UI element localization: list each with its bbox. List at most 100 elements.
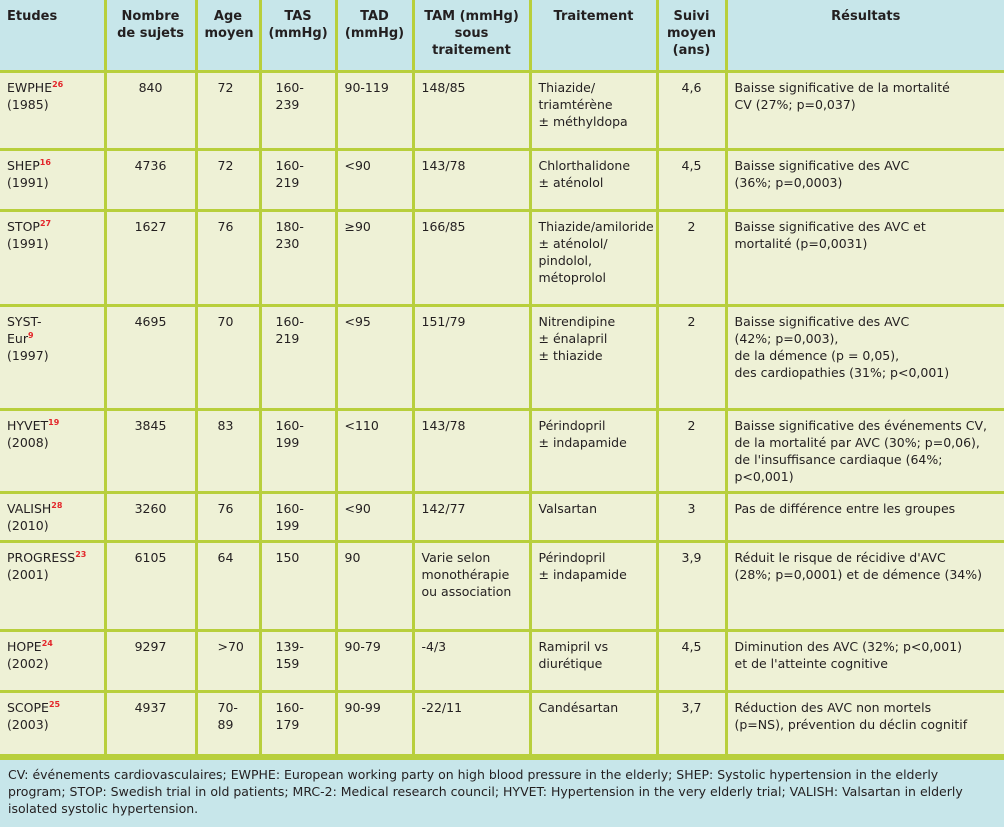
table-row: PROGRESS23 (2001) 6105 64 150 90 Varie selon …	[0, 540, 1004, 632]
table-cell: -4/3	[411, 629, 532, 693]
column-header: Etudes	[0, 0, 107, 73]
column-header: TAS (mmHg)	[258, 0, 338, 73]
table-cell: <95	[334, 304, 415, 411]
table-cell: Ramipril vs diurétique	[528, 629, 659, 693]
table-row: HYVET19 (2008) 3845 83 160-199 <110 143/78 Pér…	[0, 408, 1004, 494]
table-cell: 166/85	[411, 209, 532, 307]
table-cell: 90	[334, 540, 415, 632]
study-name: HYVET	[7, 418, 49, 433]
table-cell: 1627	[103, 209, 198, 307]
study-name: STOP	[7, 219, 40, 234]
study-year: (2008)	[7, 435, 49, 450]
footnote: CV: événements cardiovasculaires; EWPHE:…	[0, 757, 1004, 827]
table-cell: 90-79	[334, 629, 415, 693]
table-cell: 143/78	[411, 148, 532, 212]
table-cell: 160-219	[258, 304, 338, 411]
reference-number: 9	[27, 331, 34, 340]
study-year: (1997)	[7, 348, 49, 363]
column-header: Traitement	[528, 0, 659, 73]
table-cell: 6105	[103, 540, 198, 632]
table-cell: Baisse significative des AVC (36%; p=0,0…	[724, 148, 1004, 212]
column-header: TAD (mmHg)	[334, 0, 415, 73]
table-cell: >70	[194, 629, 262, 693]
table-cell: Valsartan	[528, 491, 659, 543]
table-cell: Périndopril ± indapamide	[528, 540, 659, 632]
table-cell: 4736	[103, 148, 198, 212]
study-cell: SCOPE25 (2003)	[0, 690, 107, 757]
reference-number: 28	[51, 501, 63, 510]
table-cell: Thiazide/ triamtérène ± méthyldopa	[528, 70, 659, 151]
table-cell: 90-119	[334, 70, 415, 151]
study-name: HOPE	[7, 639, 42, 654]
table-cell: Réduit le risque de récidive d'AVC (28%;…	[724, 540, 1004, 632]
table-cell: 150	[258, 540, 338, 632]
table-cell: Diminution des AVC (32%; p<0,001) et de …	[724, 629, 1004, 693]
study-name: SCOPE	[7, 700, 49, 715]
column-header: Age moyen	[194, 0, 262, 73]
table-cell: 4937	[103, 690, 198, 757]
study-year: (1985)	[7, 97, 49, 112]
table-cell: Réduction des AVC non mortels (p=NS), pr…	[724, 690, 1004, 757]
table-row: SHEP16 (1991) 4736 72 160-219 <90 143/78 Chlor…	[0, 148, 1004, 212]
table-cell: 180-230	[258, 209, 338, 307]
table-cell: 76	[194, 209, 262, 307]
table-cell: Pas de différence entre les groupes	[724, 491, 1004, 543]
study-name: SYST- Eur	[7, 314, 42, 346]
table-cell: 9297	[103, 629, 198, 693]
study-cell: HOPE24 (2002)	[0, 629, 107, 693]
table-cell: 70-89	[194, 690, 262, 757]
study-year: (1991)	[7, 236, 49, 251]
table-cell: 142/77	[411, 491, 532, 543]
table-cell: 2	[655, 209, 728, 307]
table-cell: Baisse significative des AVC (42%; p=0,0…	[724, 304, 1004, 411]
column-header: Résultats	[724, 0, 1004, 73]
table-cell: <90	[334, 491, 415, 543]
table-cell: 3	[655, 491, 728, 543]
table-cell: 151/79	[411, 304, 532, 411]
study-name: PROGRESS	[7, 550, 76, 565]
table-cell: 148/85	[411, 70, 532, 151]
study-cell: STOP27 (1991)	[0, 209, 107, 307]
reference-number: 16	[39, 158, 51, 167]
table-cell: 2	[655, 408, 728, 494]
table-cell: 72	[194, 70, 262, 151]
reference-number: 27	[39, 219, 52, 228]
table-cell: 72	[194, 148, 262, 212]
table-cell: 4,5	[655, 148, 728, 212]
table-cell: 160-219	[258, 148, 338, 212]
table-cell: 160-239	[258, 70, 338, 151]
table-cell: Baisse significative de la mortalité CV …	[724, 70, 1004, 151]
table-cell: 2	[655, 304, 728, 411]
table-cell: Chlorthalidone ± aténolol	[528, 148, 659, 212]
table-cell: 139-159	[258, 629, 338, 693]
table-cell: 3,9	[655, 540, 728, 632]
table-cell: 76	[194, 491, 262, 543]
table-cell: 160-199	[258, 491, 338, 543]
table-cell: 3260	[103, 491, 198, 543]
study-year: (1991)	[7, 175, 49, 190]
table-cell: 64	[194, 540, 262, 632]
table-cell: 160-179	[258, 690, 338, 757]
study-cell: SHEP16 (1991)	[0, 148, 107, 212]
table-row: HOPE24 (2002) 9297 >70 139-159 90-79 -4/3 Rami…	[0, 629, 1004, 693]
table-row: STOP27 (1991) 1627 76 180-230 ≥90 166/85 Thiaz…	[0, 209, 1004, 307]
table-cell: Varie selon monothérapie ou association	[411, 540, 532, 632]
table-cell: 840	[103, 70, 198, 151]
table-cell: Nitrendipine ± énalapril ± thiazide	[528, 304, 659, 411]
study-year: (2010)	[7, 518, 49, 533]
study-cell: VALISH28 (2010)	[0, 491, 107, 543]
table-cell: <90	[334, 148, 415, 212]
reference-number: 19	[48, 418, 60, 427]
table-row: SCOPE25 (2003) 4937 70-89 160-179 90-99 -22/1…	[0, 690, 1004, 757]
study-cell: PROGRESS23 (2001)	[0, 540, 107, 632]
column-header: TAM (mmHg) sous traitement	[411, 0, 532, 73]
study-year: (2003)	[7, 717, 49, 732]
trials-table: Etudes Nombre de sujets Age moyen TAS (mmHg…	[0, 0, 1004, 757]
study-name: VALISH	[7, 501, 52, 516]
table-cell: ≥90	[334, 209, 415, 307]
study-cell: HYVET19 (2008)	[0, 408, 107, 494]
table-cell: Baisse significative des événements CV, …	[724, 408, 1004, 494]
reference-number: 25	[48, 700, 61, 709]
table-cell: 160-199	[258, 408, 338, 494]
table-cell: 83	[194, 408, 262, 494]
